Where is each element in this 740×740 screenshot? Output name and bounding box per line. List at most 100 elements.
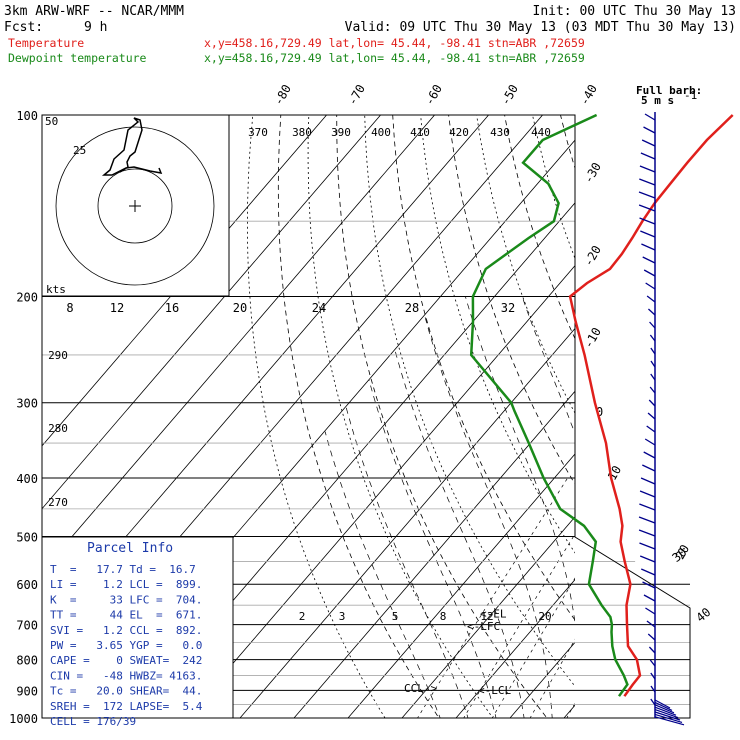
wind-barb-units: 5 m s (641, 94, 674, 107)
wind-barbs (638, 112, 685, 726)
hodograph-axis-label-lbl-20: 20 (233, 301, 247, 315)
wind-barb (638, 529, 656, 537)
isotherm--110 (42, 115, 435, 573)
wind-barb (639, 555, 656, 563)
wind-barb (642, 256, 656, 264)
wind-barb (646, 295, 656, 303)
dry-adiabats (246, 115, 575, 718)
pressure-tick-1000: 1000 (9, 712, 38, 726)
wind-barb-header: Full barb: (636, 84, 702, 97)
init-time: Init: 00 UTC Thu 30 May 13 (533, 4, 737, 19)
theta-label-lbl-270: 270 (48, 496, 68, 509)
wind-barb (642, 464, 656, 472)
wind-barb (646, 425, 656, 433)
mixing-ratio-label-lbl-5: 5 (392, 610, 399, 623)
dry-adiabat-290 (364, 115, 575, 687)
hodograph-inset: 50 25 kts (41, 114, 230, 297)
wind-barb (642, 581, 656, 589)
moist-adiabat-5 (394, 349, 525, 718)
annotation-lbl--LCL: <-LCL (478, 684, 511, 697)
dry-adiabat-320 (448, 115, 575, 485)
parcel-info-row: SVI = 1.2 CCL = 892. (50, 624, 202, 637)
pressure-tick-100: 100 (16, 109, 38, 123)
wind-barb-low (654, 709, 679, 719)
moist-adiabats (324, 296, 575, 718)
mixing-ratio-label-lbl-3: 3 (339, 610, 346, 623)
wind-barb (644, 113, 656, 121)
dry-adiabat-300 (392, 115, 575, 621)
hodograph-axis-label-lbl-28: 28 (405, 301, 419, 315)
mixing-ratio-lines (417, 477, 575, 718)
wind-barb (639, 542, 656, 550)
wind-barb (639, 178, 656, 186)
parcel-info-row: PW = 3.65 YGP = 0.0 (50, 639, 202, 652)
wind-barb (643, 126, 656, 134)
wind-barb (650, 360, 656, 368)
dry-adiabat-330 (476, 115, 575, 414)
parcel-level-annotations: <-EL<-LFC <-LCL CCL-> (404, 608, 511, 698)
mixing-ratio-label-lbl-12: 12 (480, 610, 493, 623)
wind-barb (643, 269, 656, 277)
wind-barb (644, 438, 656, 446)
hodograph-axis-label-lbl-24: 24 (312, 301, 326, 315)
wind-barb (650, 672, 656, 680)
isotherm-label-lbl-0: 0 (596, 405, 603, 419)
isotherm--130 (42, 115, 327, 447)
parcel-info-row: CAPE = 0 SWEAT= 242 (50, 654, 202, 667)
hodograph-axis-label-lbl-32: 32 (501, 301, 515, 315)
annotation-lbl--EL: <-EL (480, 608, 507, 621)
wind-barb (646, 620, 656, 628)
theta-e-label-lbl-410: 410 (410, 126, 430, 139)
wind-barb (647, 412, 656, 420)
wind-barb (641, 243, 656, 251)
moist-adiabat-0 (368, 379, 497, 718)
isotherm--120 (42, 115, 381, 510)
forecast-label: Fcst: (4, 20, 43, 35)
pressure-tick-900: 900 (16, 684, 38, 698)
wind-barb-low (654, 713, 683, 723)
parcel-info-title: Parcel Info (87, 541, 173, 556)
hodograph-axis-label-lbl-8: 8 (66, 301, 73, 315)
parcel-info-row: SREH = 172 LAPSE= 5.4 (50, 700, 203, 713)
isotherm--40 (293, 390, 575, 718)
theta-e-label-lbl-440: 440 (531, 126, 551, 139)
parcel-info-frame (41, 536, 234, 719)
pressure-tick-800: 800 (16, 654, 38, 668)
mixing-ratio-label-lbl-8: 8 (440, 610, 447, 623)
annotation-lbl--LFC: <-LFC (467, 620, 500, 633)
dry-adiabat-280 (336, 115, 548, 718)
parcel-info-row: CELL = 176/39 (50, 715, 136, 728)
parcel-info-row: TT = 44 EL = 671. (50, 609, 202, 622)
wind-barb-low (654, 706, 677, 716)
dewpoint-location-info: x,y=458.16,729.49 lat,lon= 45.44, -98.41… (204, 51, 585, 65)
wind-barb (650, 698, 656, 706)
pressure-tick-400: 400 (16, 472, 38, 486)
wind-barb (649, 334, 656, 342)
theta-e-label-lbl-390: 390 (331, 126, 351, 139)
isotherm--30 (347, 453, 575, 718)
dry-adiabat-270 (307, 115, 494, 718)
wind-barb-low (654, 701, 673, 711)
moist-adiabat-10 (424, 315, 553, 718)
wind-barb (639, 503, 656, 511)
mixing-ratio-label-lbl-2: 2 (299, 610, 306, 623)
wind-barb (638, 204, 656, 212)
wind-barb (640, 477, 656, 485)
valid-time: Valid: 09 UTC Thu 30 May 13 (03 MDT Thu … (345, 20, 736, 35)
wind-barb (649, 659, 656, 667)
wind-barb (643, 594, 656, 602)
mixing-ratio-label-lbl-20: 20 (538, 610, 551, 623)
wind-barb (643, 451, 656, 459)
hodograph-ring-50 (55, 126, 215, 286)
wind-barb (639, 490, 656, 498)
wind-barb (650, 373, 656, 381)
annotation-lbl-CCL-: CCL-> (404, 682, 437, 695)
moist-adiabat-15 (465, 296, 575, 626)
wind-barb-low (654, 711, 681, 721)
dry-adiabat-260 (277, 115, 440, 718)
wind-barb-low (654, 704, 675, 714)
wind-barb (649, 386, 656, 394)
dewpoint-trace (469, 113, 629, 697)
pressure-tick-200: 200 (16, 291, 38, 305)
